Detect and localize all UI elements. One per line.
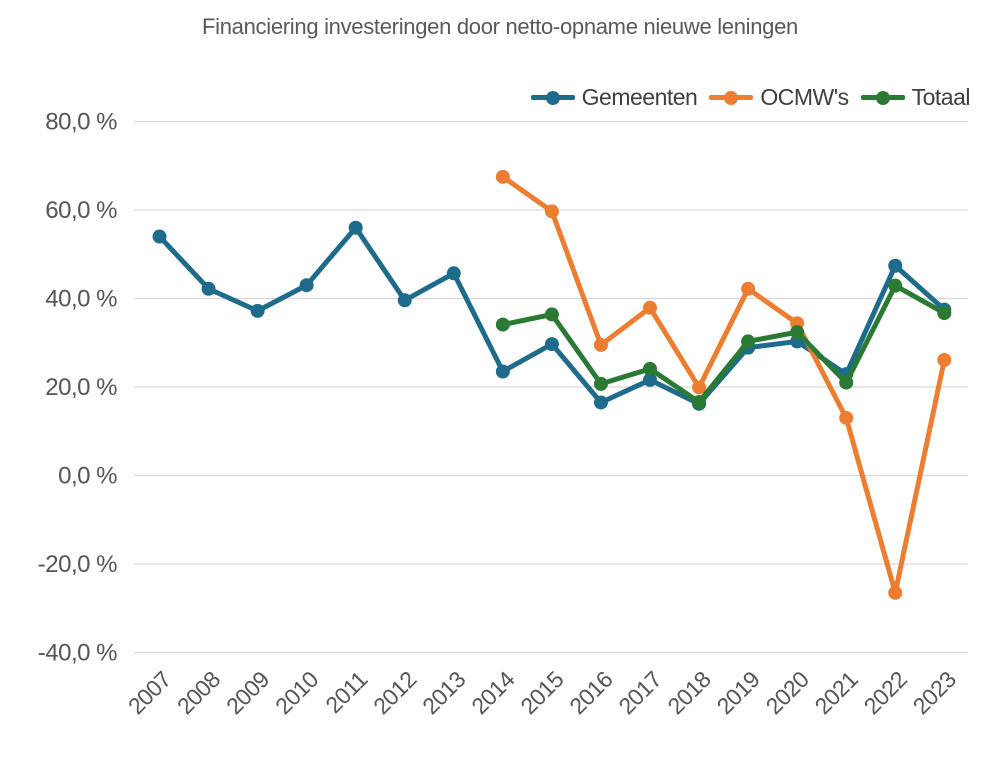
line-dot-marker-icon — [530, 90, 575, 105]
data-point-totaal — [839, 375, 854, 390]
data-point-ocmws — [741, 281, 756, 296]
chart-title: Financiering investeringen door netto-op… — [202, 14, 798, 39]
data-point-gemeenten — [397, 293, 412, 308]
series-ocmws — [495, 169, 952, 600]
data-point-gemeenten — [299, 278, 314, 293]
x-tick-label: 2016 — [564, 666, 617, 719]
x-tick-label: 2010 — [270, 666, 323, 719]
line-dot-marker-icon — [860, 90, 905, 105]
data-point-gemeenten — [495, 364, 510, 379]
x-tick-label: 2013 — [417, 666, 470, 719]
data-point-gemeenten — [152, 229, 167, 244]
data-point-totaal — [643, 361, 657, 376]
data-point-gemeenten — [544, 337, 559, 352]
data-point-totaal — [495, 317, 510, 332]
data-point-ocmws — [495, 169, 510, 184]
x-tick-label: 2014 — [466, 666, 520, 720]
y-tick-label: 60,0 % — [45, 197, 117, 224]
x-tick-label: 2017 — [613, 666, 666, 719]
series-line-totaal — [500, 283, 947, 405]
series-line-ocmws — [500, 174, 947, 596]
legend-label-totaal: Totaal — [911, 84, 971, 110]
data-point-gemeenten — [888, 258, 903, 273]
data-point-totaal — [544, 307, 559, 322]
y-tick-label: 0,0 % — [58, 463, 117, 490]
chart-legend: Gemeenten OCMW's Totaal — [530, 84, 971, 111]
x-tick-label: 2007 — [123, 666, 176, 719]
x-tick-label: 2022 — [859, 666, 912, 719]
data-point-totaal — [692, 395, 707, 410]
data-point-gemeenten — [348, 220, 363, 235]
series-totaal — [495, 278, 952, 410]
data-point-ocmws — [544, 204, 559, 219]
data-point-gemeenten — [250, 303, 265, 318]
x-tick-label: 2019 — [711, 666, 764, 719]
y-tick-label: -20,0 % — [38, 551, 117, 578]
x-tick-label: 2020 — [761, 666, 814, 719]
legend-label-ocmws: OCMW's — [760, 84, 849, 110]
data-point-totaal — [790, 325, 805, 340]
data-point-ocmws — [839, 410, 854, 425]
y-tick-label: 80,0 % — [45, 109, 117, 136]
data-point-ocmws — [888, 585, 903, 600]
x-tick-label: 2021 — [810, 666, 863, 719]
y-axis-tick-labels: 80,0 % 60,0 % 40,0 % 20,0 % 0,0 % -20,0 % -40,… — [38, 109, 118, 667]
data-point-ocmws — [593, 337, 608, 352]
data-point-totaal — [888, 278, 903, 293]
x-tick-label: 2009 — [221, 666, 274, 719]
x-tick-label: 2008 — [172, 666, 225, 719]
data-point-gemeenten — [593, 395, 608, 410]
x-tick-label: 2018 — [662, 666, 715, 719]
data-point-gemeenten — [643, 372, 657, 387]
y-tick-label: -40,0 % — [38, 640, 117, 667]
y-tick-label: 40,0 % — [45, 286, 117, 313]
legend-item-ocmws: OCMW's — [709, 84, 849, 111]
data-point-totaal — [937, 306, 952, 321]
data-point-gemeenten — [446, 266, 461, 281]
x-tick-label: 2011 — [320, 666, 372, 718]
x-axis-tick-labels: 2007200820092010201120122013201420152016… — [123, 666, 961, 720]
data-point-ocmws — [692, 380, 707, 395]
x-tick-label: 2023 — [908, 666, 961, 719]
line-dot-marker-icon — [709, 90, 754, 105]
y-gridlines — [134, 120, 968, 654]
y-tick-label: 20,0 % — [45, 374, 117, 401]
legend-item-gemeenten: Gemeenten — [530, 84, 698, 111]
data-point-ocmws — [643, 300, 657, 315]
legend-item-totaal: Totaal — [860, 84, 971, 111]
data-point-totaal — [741, 334, 756, 349]
data-point-ocmws — [937, 353, 952, 368]
legend-label-gemeenten: Gemeenten — [581, 84, 698, 110]
data-point-totaal — [593, 376, 608, 391]
data-point-gemeenten — [201, 281, 216, 296]
x-tick-label: 2015 — [515, 666, 568, 719]
x-tick-label: 2012 — [368, 666, 421, 719]
